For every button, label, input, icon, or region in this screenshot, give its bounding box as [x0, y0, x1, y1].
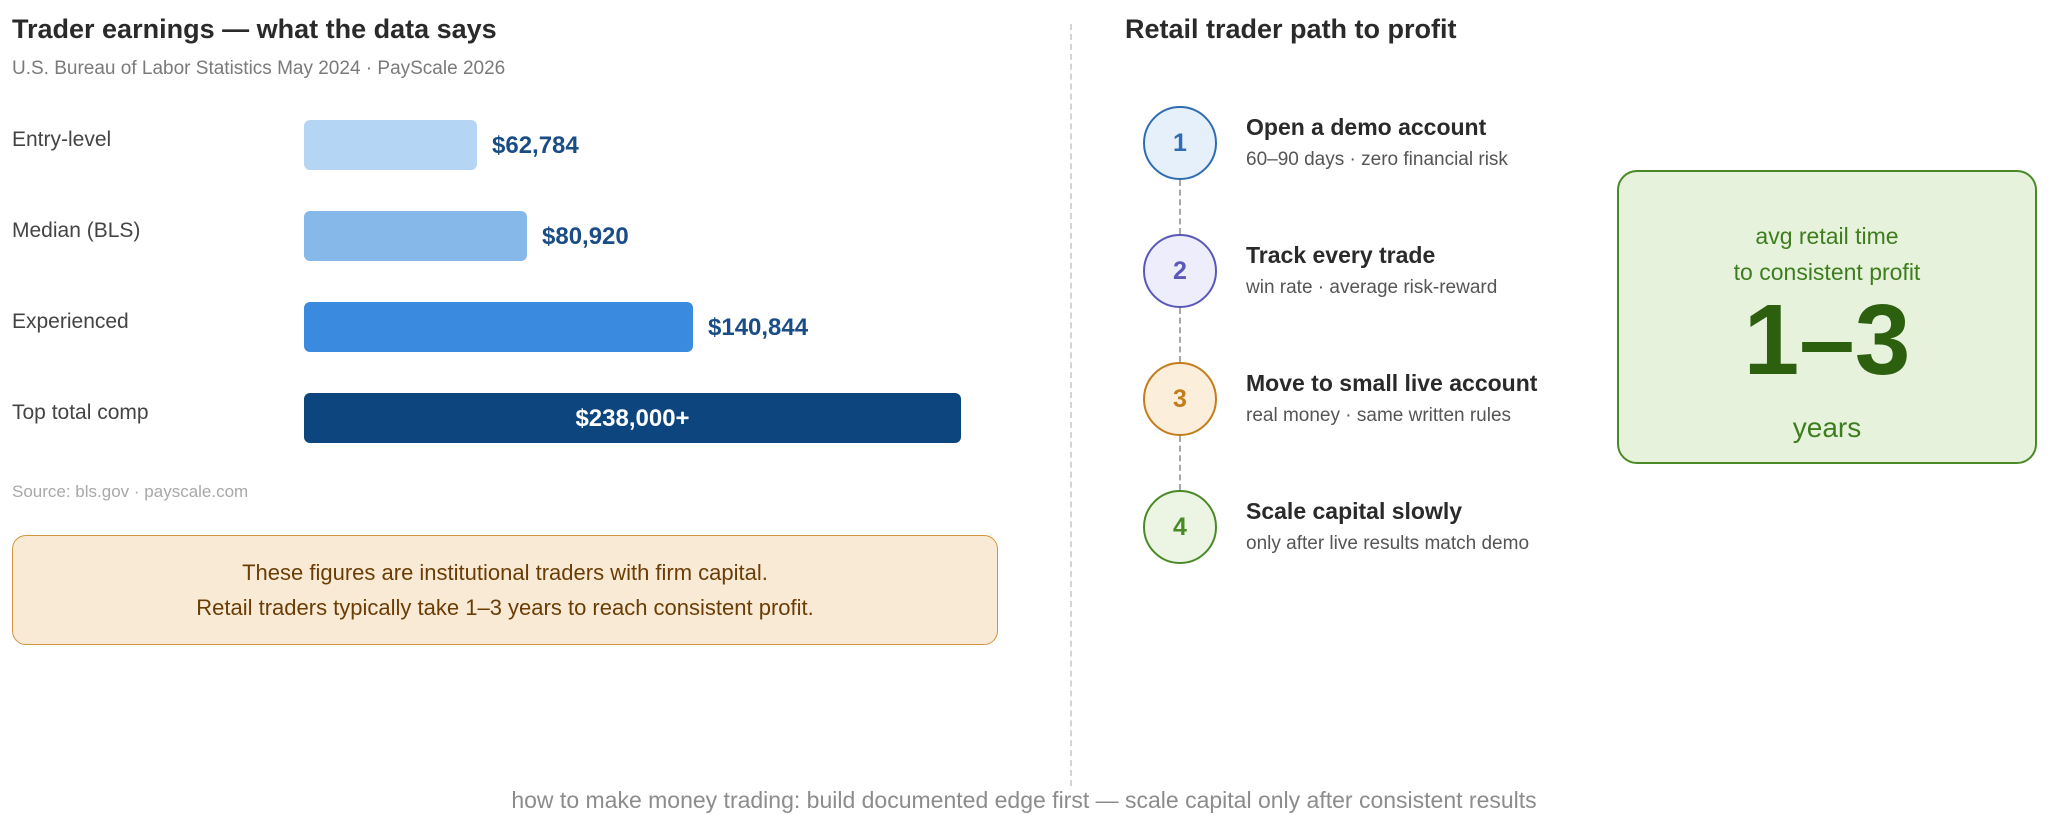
step-description: 60–90 days · zero financial risk [1246, 149, 1508, 170]
step-connector [1179, 180, 1181, 234]
stat-label-line-1: avg retail time [1755, 223, 1899, 249]
step-number-circle: 3 [1143, 362, 1217, 436]
step-description: real money · same written rules [1246, 405, 1512, 426]
bar-category-label: Top total comp [12, 401, 149, 424]
earnings-panel: Trader earnings — what the data says U.S… [0, 14, 1040, 645]
institutional-note: These figures are institutional traders … [12, 535, 998, 645]
bar [304, 120, 477, 170]
bar-value-label: $62,784 [492, 132, 579, 159]
stat-card: avg retail time to consistent profit 1–3… [1617, 170, 2037, 464]
note-line-2: Retail traders typically take 1–3 years … [196, 595, 814, 620]
bar-category-label: Entry-level [12, 128, 112, 151]
chart-source: Source: bls.gov · payscale.com [12, 482, 249, 501]
step-title: Move to small live account [1246, 370, 1538, 396]
bar-row: Median (BLS) $80,920 [0, 211, 1040, 263]
footer-caption: how to make money trading: build documen… [511, 787, 1537, 813]
step-title: Track every trade [1246, 242, 1436, 268]
step-title: Open a demo account [1246, 114, 1487, 140]
bar-row: Entry-level $62,784 [0, 120, 1040, 172]
bar-row: Top total comp $238,000+ [0, 393, 1040, 445]
step-number-circle: 4 [1143, 490, 1217, 564]
step-title: Scale capital slowly [1246, 498, 1463, 524]
step-number-circle: 2 [1143, 234, 1217, 308]
panel-divider [1070, 24, 1072, 786]
chart-subtitle: U.S. Bureau of Labor Statistics May 2024… [12, 58, 506, 79]
path-title: Retail trader path to profit [1125, 14, 1457, 44]
bar [304, 302, 693, 352]
stat-unit: years [1792, 412, 1862, 443]
step-description: win rate · average risk-reward [1246, 277, 1498, 298]
bar [304, 393, 961, 443]
step-description: only after live results match demo [1246, 533, 1530, 554]
bar-category-label: Median (BLS) [12, 219, 141, 242]
bar-row: Experienced $140,844 [0, 302, 1040, 354]
step-connector [1179, 436, 1181, 490]
bar-category-label: Experienced [12, 310, 129, 333]
step-number-circle: 1 [1143, 106, 1217, 180]
chart-title: Trader earnings — what the data says [12, 14, 497, 44]
step-connector [1179, 308, 1181, 362]
stat-label-line-2: to consistent profit [1733, 259, 1921, 285]
stat-value: 1–3 [1743, 284, 1911, 396]
note-line-1: These figures are institutional traders … [242, 560, 768, 585]
bar [304, 211, 527, 261]
bar-value-label: $140,844 [708, 314, 809, 341]
bar-value-label: $238,000+ [575, 405, 690, 432]
bar-value-label: $80,920 [542, 223, 629, 250]
